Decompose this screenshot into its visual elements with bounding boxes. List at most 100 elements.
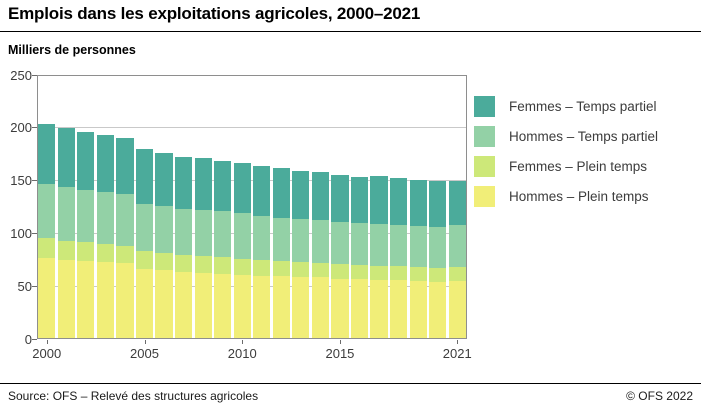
copyright-note: © OFS 2022: [626, 389, 693, 403]
bar-segment: [135, 251, 154, 269]
bar-segment: [350, 279, 369, 339]
source-note: Source: OFS – Relevé des structures agri…: [8, 389, 259, 403]
bar-2009: [214, 160, 232, 339]
bar-segment: [155, 205, 173, 253]
bar-segment: [331, 264, 349, 279]
bar-segment: [331, 222, 349, 265]
bar-segment: [370, 176, 388, 225]
bar-segment: [38, 123, 56, 184]
legend-item: Femmes – Plein temps: [474, 156, 658, 177]
bar-segment: [331, 174, 349, 223]
bar-segment: [292, 219, 310, 262]
bar-segment: [448, 225, 466, 268]
bar-segment: [370, 224, 388, 266]
legend-item: Femmes – Temps partiel: [474, 96, 658, 117]
bar-segment: [448, 281, 466, 339]
bar-segment: [214, 211, 232, 258]
legend-swatch-icon: [474, 126, 495, 147]
bar-segment: [77, 132, 95, 190]
page-title: Emplois dans les exploitations agricoles…: [8, 4, 421, 23]
bar-segment: [292, 276, 310, 339]
bar-2011: [253, 166, 271, 339]
bar-2013: [292, 171, 310, 339]
bar-segment: [77, 242, 95, 261]
bar-segment: [175, 208, 193, 255]
bar-2012: [272, 168, 290, 339]
bar-segment: [331, 278, 349, 339]
bar-segment: [175, 156, 193, 209]
bar-segment: [429, 226, 447, 268]
bar-segment: [272, 217, 290, 262]
bar-segment: [233, 258, 251, 275]
legend-swatch-icon: [474, 186, 495, 207]
bar-2003: [96, 135, 114, 339]
bar-2016: [350, 176, 369, 339]
y-axis-label: 150: [10, 173, 32, 189]
bar-segment: [38, 237, 56, 258]
y-axis-label: 100: [10, 225, 32, 241]
gridline-100: [37, 232, 467, 234]
x-axis-label: 2015: [325, 346, 355, 361]
y-axis-tick: [32, 232, 37, 234]
bar-segment: [214, 257, 232, 274]
legend-swatch-icon: [474, 156, 495, 177]
bar-segment: [409, 226, 427, 267]
bar-2010: [233, 162, 251, 339]
bar-segment: [272, 261, 290, 277]
bar-segment: [253, 275, 271, 339]
bar-segment: [57, 240, 75, 260]
bar-segment: [409, 281, 427, 339]
bar-segment: [135, 148, 154, 204]
bar-segment: [429, 180, 447, 227]
bar-segment: [390, 280, 408, 339]
bar-segment: [57, 128, 75, 187]
bar-segment: [175, 254, 193, 272]
bar-2006: [155, 152, 173, 339]
bar-segment: [233, 162, 251, 214]
bar-segment: [448, 180, 466, 226]
bar-2017: [370, 176, 388, 339]
bar-segment: [194, 256, 212, 273]
bar-segment: [233, 213, 251, 259]
bar-segment: [390, 177, 408, 225]
bar-segment: [448, 267, 466, 282]
bar-segment: [194, 209, 212, 257]
y-axis-label: 50: [17, 278, 32, 294]
bar-segment: [57, 186, 75, 241]
bar-segment: [272, 276, 290, 339]
bar-2019: [409, 180, 427, 339]
bar-segment: [253, 166, 271, 216]
bar-2004: [116, 137, 134, 339]
bar-segment: [370, 265, 388, 281]
bar-segment: [350, 264, 369, 280]
bar-2021: [448, 180, 466, 339]
chart-legend: Femmes – Temps partiel Hommes – Temps par…: [474, 96, 658, 216]
x-axis-tick: [144, 340, 146, 344]
bar-segment: [253, 215, 271, 261]
bar-segment: [77, 189, 95, 243]
bar-segment: [253, 260, 271, 276]
footer-divider: [0, 383, 701, 384]
bar-2020: [429, 180, 447, 339]
bar-segment: [116, 263, 134, 339]
legend-label: Femmes – Plein temps: [509, 159, 648, 174]
bar-segment: [96, 261, 114, 339]
x-axis-label: 2000: [32, 346, 62, 361]
y-axis-label: 200: [10, 120, 32, 136]
x-axis-tick: [46, 340, 48, 344]
bar-segment: [57, 259, 75, 339]
y-axis-label: 0: [24, 331, 32, 347]
bar-2001: [57, 128, 75, 339]
bar-segment: [429, 267, 447, 282]
title-divider: [0, 31, 701, 32]
legend-label: Hommes – Plein temps: [509, 189, 649, 204]
bar-2014: [311, 172, 329, 339]
bar-segment: [135, 268, 154, 339]
chart-unit-label: Milliers de personnes: [8, 43, 136, 57]
bar-segment: [233, 274, 251, 339]
bar-2008: [194, 158, 212, 339]
bar-segment: [155, 152, 173, 206]
bar-segment: [370, 280, 388, 339]
legend-item: Hommes – Plein temps: [474, 186, 658, 207]
